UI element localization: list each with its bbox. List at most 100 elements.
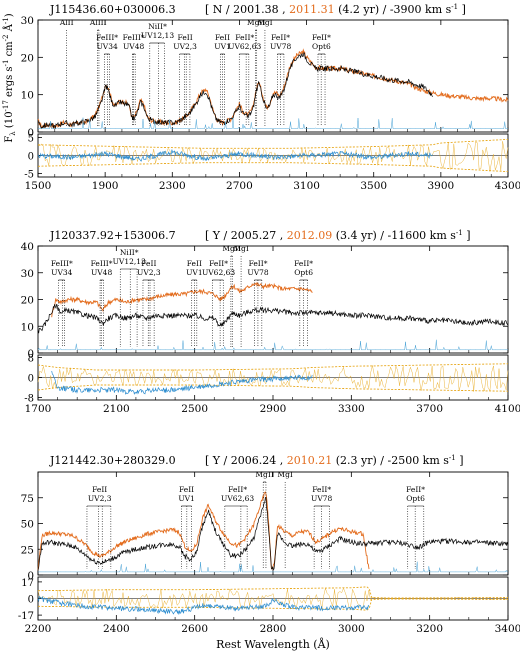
feature-label: MgI xyxy=(257,18,272,27)
feature-label-2: UV12,13 xyxy=(141,31,174,40)
epoch1: [ Y / 2005.27 , xyxy=(205,229,287,242)
y-tick-label: 10 xyxy=(21,90,34,102)
feature-4: MgI xyxy=(277,470,293,569)
diff-sigma-upper xyxy=(37,363,508,371)
feature-2: FeIII*UV34 xyxy=(96,33,118,126)
object-name: J121442.30+280329.0 xyxy=(49,454,176,467)
feature-6: MgII xyxy=(222,244,241,347)
object-name: J120337.92+153006.7 xyxy=(49,229,176,242)
epoch-info: [ Y / 2005.27 , 2012.09 (3.4 yr) / -1160… xyxy=(205,229,471,242)
baseline-velocity: (4.2 yr) / -3900 km s xyxy=(335,3,452,16)
x-tick-label: 2200 xyxy=(25,623,52,635)
series-late-epoch xyxy=(51,282,313,318)
epoch2: 2010.21 xyxy=(287,454,333,467)
feature-label: FeII xyxy=(178,33,193,42)
feature-label-2: Opt6 xyxy=(406,494,425,503)
feature-label: FeII* xyxy=(249,259,268,268)
x-tick-label: 3200 xyxy=(416,623,443,635)
x-tick-label: 3000 xyxy=(338,623,365,635)
y-label-part: ) xyxy=(4,13,15,17)
feature-label: MgII xyxy=(255,470,273,479)
feature-label: FeII* xyxy=(406,485,425,494)
feature-3: MgII xyxy=(255,470,274,569)
diff-y-tick-label: 0 xyxy=(28,374,34,385)
series-late-epoch xyxy=(37,48,509,130)
y-tick-label: 0 xyxy=(27,570,34,582)
bracket-close: ] xyxy=(458,3,466,16)
diff-sigma-upper xyxy=(38,138,509,149)
feature-label: FeII* xyxy=(209,259,228,268)
feature-label: FeII* xyxy=(312,33,331,42)
series-error xyxy=(38,117,508,129)
y-tick-label: 20 xyxy=(21,295,34,307)
y-label-part: -17 xyxy=(2,100,10,111)
feature-label-2: UV34 xyxy=(96,42,118,51)
feature-2: NiII*UV12,13 xyxy=(113,248,146,347)
x-tick-label: 3100 xyxy=(293,180,320,192)
y-label-part: cm xyxy=(4,41,15,60)
panel-title: J120337.92+153006.7 xyxy=(49,229,176,242)
epoch-info: [ N / 2001.38 , 2011.31 (4.2 yr) / -3900… xyxy=(205,3,466,16)
x-tick-label: 1900 xyxy=(92,180,119,192)
feature-label: FeII* xyxy=(312,485,331,494)
feature-label-2: UV1 xyxy=(214,42,231,51)
feature-9: FeII*Opt6 xyxy=(294,259,313,347)
panel-title: J115436.60+030006.3 xyxy=(49,3,176,16)
feature-5: FeII*UV78 xyxy=(311,485,333,569)
feature-label: AlII xyxy=(59,18,74,27)
bracket-close: ] xyxy=(456,454,464,467)
bracket-close: ] xyxy=(463,229,471,242)
chart-panel-2: J120337.92+153006.7 [ Y / 2005.27 , 2012.… xyxy=(21,229,520,415)
diff-sigma-lower xyxy=(37,384,509,392)
y-tick-label: 0 xyxy=(27,348,34,360)
feature-label-2: UV62,63 xyxy=(228,42,261,51)
y-label-part: λ xyxy=(9,131,17,136)
feature-8: FeII*UV78 xyxy=(247,259,269,347)
velocity-exponent: -1 xyxy=(451,3,458,11)
y-tick-label: 50 xyxy=(21,519,34,531)
feature-label-2: UV2,3 xyxy=(88,494,112,503)
feature-8: MgII xyxy=(247,18,265,126)
series-error xyxy=(37,339,508,351)
epoch1: [ N / 2001.38 , xyxy=(205,3,289,16)
feature-label: NiII* xyxy=(148,22,167,31)
y-label-part: F xyxy=(4,136,15,143)
series-difference xyxy=(37,149,433,162)
feature-label: FeII xyxy=(141,259,156,268)
y-tick-label: 75 xyxy=(21,493,34,505)
series-difference xyxy=(51,370,313,395)
feature-label: FeIII* xyxy=(91,259,113,268)
x-tick-label: 2600 xyxy=(181,623,208,635)
epoch1: [ Y / 2006.24 , xyxy=(205,454,287,467)
x-tick-label: 2100 xyxy=(103,403,130,415)
feature-label-2: Opt6 xyxy=(312,42,331,51)
feature-label-2: Opt6 xyxy=(294,268,313,277)
velocity-exponent: -1 xyxy=(449,454,456,462)
x-tick-label: 3500 xyxy=(360,180,387,192)
diff-y-tick-label: 0 xyxy=(28,595,34,606)
feature-label-2: UV2,3 xyxy=(137,268,161,277)
y-label-part: (10 xyxy=(4,111,15,131)
feature-0: FeIII*UV34 xyxy=(51,259,73,347)
chart-panel-3: J121442.30+280329.0 [ Y / 2006.24 , 2010.… xyxy=(18,454,520,635)
feature-label-2: UV48 xyxy=(123,42,145,51)
feature-label: AlIII xyxy=(89,18,107,27)
series-difference xyxy=(37,595,370,615)
feature-label: MgI xyxy=(233,244,248,253)
feature-10: FeII*UV78 xyxy=(270,33,291,126)
diff-y-tick-label: 5 xyxy=(28,134,34,145)
x-tick-label: 3900 xyxy=(427,180,454,192)
x-tick-label: 4100 xyxy=(495,403,520,415)
feature-label: FeII xyxy=(215,33,230,42)
feature-0: AlII xyxy=(59,18,74,126)
chart-panel-1: J115436.60+030006.3 [ N / 2001.38 , 2011.… xyxy=(21,3,520,192)
x-tick-label: 2300 xyxy=(159,180,186,192)
y-label-part: -1 xyxy=(2,60,10,67)
feature-label: FeII xyxy=(92,485,107,494)
feature-label-2: UV2,3 xyxy=(173,42,197,51)
feature-7: MgI xyxy=(233,244,249,347)
